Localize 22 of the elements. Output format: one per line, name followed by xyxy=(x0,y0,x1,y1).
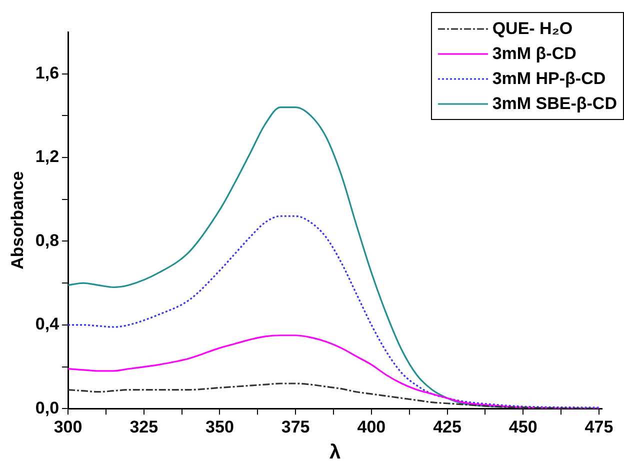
y-axis-title: Absorbance xyxy=(8,171,27,270)
x-axis-title: λ xyxy=(329,442,341,464)
y-tick-label: 0,4 xyxy=(35,314,60,334)
x-tick-label: 325 xyxy=(130,417,158,436)
legend-label: 3mM HP-β-CD xyxy=(492,68,606,88)
line-series xyxy=(68,334,600,409)
legend-label: QUE- H₂O xyxy=(492,18,573,38)
x-tick-label: 425 xyxy=(433,417,462,436)
x-tick-label: 475 xyxy=(584,417,614,436)
y-tick-label: 0,8 xyxy=(35,230,60,250)
legend-label: 3mM β-CD xyxy=(492,44,576,64)
x-tick-label: 300 xyxy=(54,417,82,436)
x-tick-label: 450 xyxy=(508,417,538,436)
x-tick-label: 350 xyxy=(206,417,234,436)
line-series xyxy=(68,215,600,408)
x-tick-label: 375 xyxy=(281,417,310,436)
y-tick-label: 0,0 xyxy=(35,398,60,418)
line-series xyxy=(68,382,600,409)
y-tick-label: 1,6 xyxy=(35,64,60,83)
x-tick-label: 400 xyxy=(357,417,386,436)
legend-label: 3mM SBE-β-CD xyxy=(492,94,617,114)
y-tick-label: 1,2 xyxy=(35,147,60,166)
